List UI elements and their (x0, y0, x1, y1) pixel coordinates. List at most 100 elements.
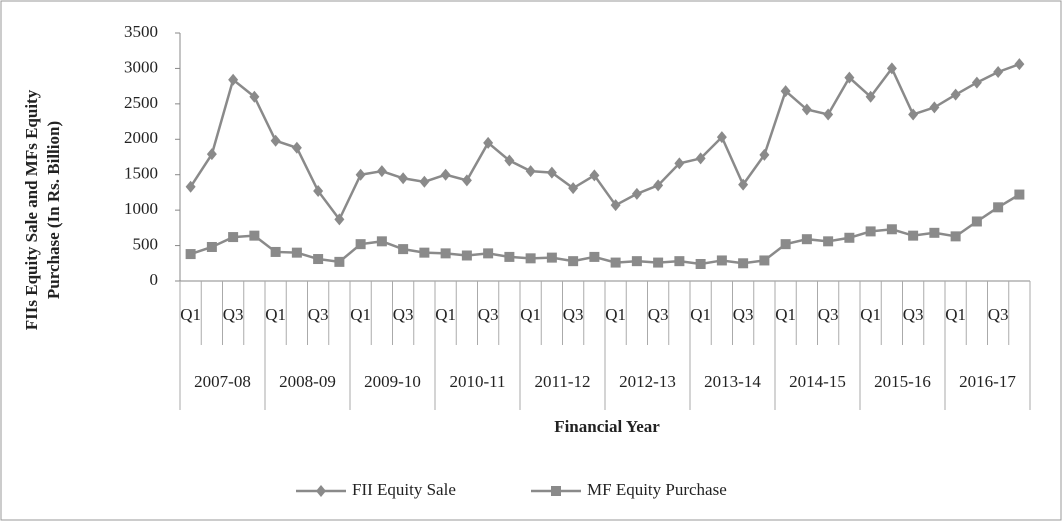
data-point (483, 136, 494, 149)
data-point (206, 241, 217, 252)
data-point (185, 180, 196, 193)
x-tick-label: Q1 (350, 305, 371, 324)
data-point (780, 239, 791, 250)
data-point (440, 168, 451, 181)
data-point (461, 174, 472, 187)
y-tick-label: 500 (133, 234, 159, 253)
data-point (546, 252, 557, 263)
data-point (653, 179, 664, 192)
data-point (376, 165, 387, 178)
x-axis-title: Financial Year (554, 417, 660, 436)
data-point (971, 76, 982, 89)
data-point (440, 248, 451, 259)
x-tick-label: Q1 (435, 305, 456, 324)
data-point (546, 166, 557, 179)
data-point (631, 187, 642, 200)
data-point (929, 227, 940, 238)
data-point (908, 108, 919, 121)
data-point (249, 90, 260, 103)
y-axis-title-line: Purchase (In Rs. Billion) (44, 121, 63, 299)
data-point (398, 172, 409, 185)
y-tick-label: 0 (150, 270, 159, 289)
data-point (695, 258, 706, 269)
data-point (674, 256, 685, 267)
data-point (568, 256, 579, 267)
data-point (610, 199, 621, 212)
data-point (355, 168, 366, 181)
legend-label: MF Equity Purchase (587, 480, 727, 499)
y-tick-label: 1500 (124, 164, 158, 183)
x-tick-label: Q1 (265, 305, 286, 324)
data-point (313, 185, 324, 198)
data-point (525, 165, 536, 178)
data-point (1014, 189, 1025, 200)
x-tick-label: Q1 (775, 305, 796, 324)
y-tick-label: 1000 (124, 199, 158, 218)
data-point (504, 251, 515, 262)
group-label: 2013-14 (704, 372, 761, 391)
data-point (865, 226, 876, 237)
data-point (716, 131, 727, 144)
group-label: 2008-09 (279, 372, 336, 391)
data-point (334, 213, 345, 226)
x-tick-label: Q1 (860, 305, 881, 324)
data-point (291, 141, 302, 154)
legend-marker (551, 486, 561, 496)
x-tick-label: Q1 (945, 305, 966, 324)
x-tick-label: Q3 (308, 305, 329, 324)
data-point (738, 258, 749, 269)
data-point (419, 247, 430, 258)
data-point (716, 255, 727, 266)
data-point (589, 169, 600, 182)
data-point (695, 152, 706, 165)
data-point (780, 85, 791, 98)
legend-marker (316, 485, 326, 497)
data-point (206, 148, 217, 161)
data-point (759, 255, 770, 266)
y-tick-label: 3000 (124, 57, 158, 76)
data-point (801, 234, 812, 245)
data-point (929, 101, 940, 114)
data-point (844, 232, 855, 243)
x-tick-label: Q3 (393, 305, 414, 324)
group-label: 2007-08 (194, 372, 251, 391)
x-tick-label: Q3 (903, 305, 924, 324)
data-point (398, 244, 409, 255)
data-point (993, 202, 1004, 213)
legend-label: FII Equity Sale (352, 480, 456, 499)
data-point (355, 239, 366, 250)
x-tick-label: Q3 (563, 305, 584, 324)
data-point (908, 230, 919, 241)
y-axis-title: FIIs Equity Sale and MFs Equity Purchase… (22, 89, 63, 330)
data-point (823, 236, 834, 247)
group-label: 2010-11 (449, 372, 505, 391)
data-point (886, 224, 897, 235)
data-point (844, 71, 855, 84)
data-point (249, 230, 260, 241)
group-label: 2015-16 (874, 372, 931, 391)
data-point (1014, 58, 1025, 71)
data-point (610, 257, 621, 268)
group-label: 2012-13 (619, 372, 676, 391)
data-point (674, 157, 685, 170)
data-point (270, 134, 281, 147)
y-tick-label: 2500 (124, 93, 158, 112)
x-tick-label: Q3 (223, 305, 244, 324)
data-point (738, 178, 749, 191)
y-axis-title-line: FIIs Equity Sale and MFs Equity (22, 89, 41, 330)
y-tick-label: 3500 (124, 22, 158, 41)
data-point (823, 108, 834, 121)
x-tick-label: Q1 (520, 305, 541, 324)
group-label: 2014-15 (789, 372, 846, 391)
data-point (886, 62, 897, 75)
data-point (950, 231, 961, 242)
data-point (950, 88, 961, 101)
data-point (334, 256, 345, 267)
group-label: 2009-10 (364, 372, 421, 391)
data-point (228, 73, 239, 86)
data-point (589, 251, 600, 262)
x-tick-label: Q3 (648, 305, 669, 324)
data-point (419, 175, 430, 188)
data-point (631, 256, 642, 267)
series-line (189, 63, 1020, 222)
